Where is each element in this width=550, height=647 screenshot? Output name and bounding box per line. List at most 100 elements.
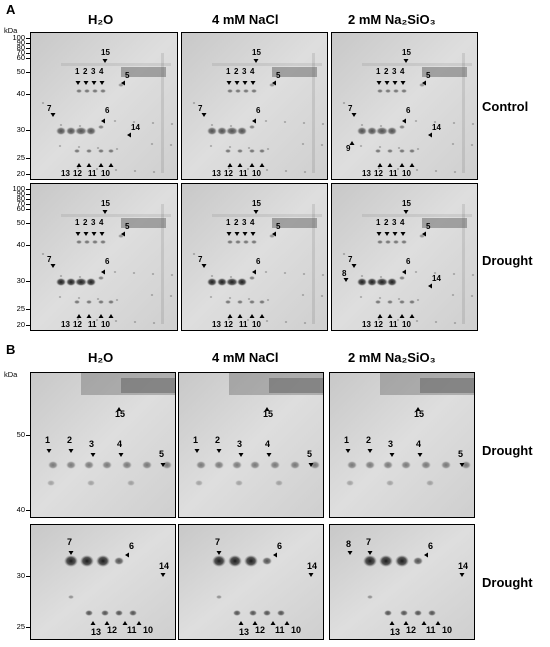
spot-label: 13 xyxy=(362,169,371,178)
protein-spot xyxy=(387,127,397,135)
protein-spot xyxy=(357,278,367,286)
spot-label: 7 xyxy=(348,104,353,113)
protein-spot xyxy=(56,127,66,135)
protein-spot xyxy=(401,240,407,244)
protein-spot xyxy=(153,322,156,324)
protein-spot xyxy=(249,125,255,129)
protein-spot xyxy=(413,557,423,565)
spot-label: 13 xyxy=(212,320,221,329)
protein-spot xyxy=(435,321,438,323)
protein-spot xyxy=(227,89,233,93)
protein-spot xyxy=(244,555,258,567)
panel-a-letter: A xyxy=(6,2,15,17)
gel-image: 7 61413 12 11 10 xyxy=(31,525,175,639)
protein-spot xyxy=(101,610,109,616)
protein-spot xyxy=(387,300,393,304)
protein-spot xyxy=(108,149,114,153)
spot-label: 3 xyxy=(91,218,96,227)
protein-spot xyxy=(98,276,104,280)
protein-spot xyxy=(360,145,363,147)
col-head-na2sio3-b: 2 mM Na₂SiO₃ xyxy=(348,350,436,365)
protein-spot xyxy=(379,146,382,148)
mw-tick-label: 25 xyxy=(3,622,25,631)
protein-spot xyxy=(322,274,325,276)
protein-spot xyxy=(251,240,257,244)
protein-spot xyxy=(102,461,112,469)
protein-spot xyxy=(237,300,243,304)
spot-label: 8 xyxy=(342,269,347,278)
protein-spot xyxy=(249,610,257,616)
spot-label: 7 xyxy=(198,255,203,264)
protein-spot xyxy=(66,461,76,469)
protein-spot xyxy=(399,149,405,153)
protein-spot xyxy=(226,127,238,135)
spot-label: 10 xyxy=(402,169,411,178)
protein-spot xyxy=(435,170,438,172)
protein-spot xyxy=(151,143,154,145)
protein-spot xyxy=(237,149,243,153)
spot-label: 15 xyxy=(252,48,261,57)
protein-spot xyxy=(170,295,173,297)
spot-label: 4 xyxy=(400,218,405,227)
protein-spot xyxy=(284,121,287,123)
gel-smear xyxy=(269,378,323,393)
spot-label: 1 xyxy=(193,435,198,445)
protein-spot xyxy=(387,149,393,153)
gel-smear xyxy=(161,204,164,324)
spot-label: 2 xyxy=(384,218,389,227)
col-head-h2o-a: H₂O xyxy=(88,12,113,27)
protein-spot xyxy=(259,300,265,304)
protein-spot xyxy=(59,296,62,298)
spot-label: 1 xyxy=(75,67,80,76)
protein-spot xyxy=(248,298,251,300)
protein-spot xyxy=(346,480,354,486)
spot-label: 3 xyxy=(388,439,393,449)
protein-spot xyxy=(76,240,82,244)
protein-spot xyxy=(393,89,399,93)
protein-spot xyxy=(243,89,249,93)
protein-spot xyxy=(472,274,475,276)
protein-spot xyxy=(471,295,474,297)
spot-label: 11 xyxy=(239,169,248,178)
protein-spot xyxy=(243,240,249,244)
gel-b-top-h2o: 15 1 2 3 4 5 xyxy=(30,372,176,518)
protein-spot xyxy=(114,271,117,273)
spot-label: 13 xyxy=(61,169,70,178)
mw-tick-label: 25 xyxy=(3,153,25,162)
spot-label: 7 xyxy=(47,255,52,264)
spot-label: 11 xyxy=(426,625,436,635)
protein-spot xyxy=(248,147,251,149)
protein-spot xyxy=(304,322,307,324)
spot-label: 14 xyxy=(432,274,441,283)
protein-spot xyxy=(303,122,306,124)
gel-smear xyxy=(362,63,472,66)
mw-tick-label: 60 xyxy=(3,53,25,62)
spot-label: 7 xyxy=(366,537,371,547)
protein-spot xyxy=(212,555,226,567)
protein-spot xyxy=(441,461,451,469)
protein-spot xyxy=(302,143,305,145)
protein-spot xyxy=(290,461,300,469)
protein-spot xyxy=(235,240,241,244)
spot-label: 1 xyxy=(226,218,231,227)
spot-label: 2 xyxy=(83,67,88,76)
spot-label: 7 xyxy=(198,104,203,113)
spot-label: 12 xyxy=(406,625,416,635)
protein-spot xyxy=(363,555,377,567)
spot-label: 15 xyxy=(252,199,261,208)
protein-spot xyxy=(207,278,217,286)
protein-spot xyxy=(304,171,307,173)
spot-label: 6 xyxy=(129,541,134,551)
protein-spot xyxy=(361,275,364,277)
spot-label: 13 xyxy=(390,627,400,637)
spot-label: 5 xyxy=(458,449,463,459)
protein-spot xyxy=(379,555,393,567)
spot-label: 5 xyxy=(276,71,281,80)
spot-label: 3 xyxy=(392,218,397,227)
mw-tick-label: 30 xyxy=(3,125,25,134)
spot-label: 8 xyxy=(346,539,351,549)
protein-spot xyxy=(114,557,124,565)
gel-b-top-nacl: 15 1 2 3 4 5 xyxy=(178,372,324,518)
protein-spot xyxy=(225,300,231,304)
spot-label: 9 xyxy=(346,144,351,153)
